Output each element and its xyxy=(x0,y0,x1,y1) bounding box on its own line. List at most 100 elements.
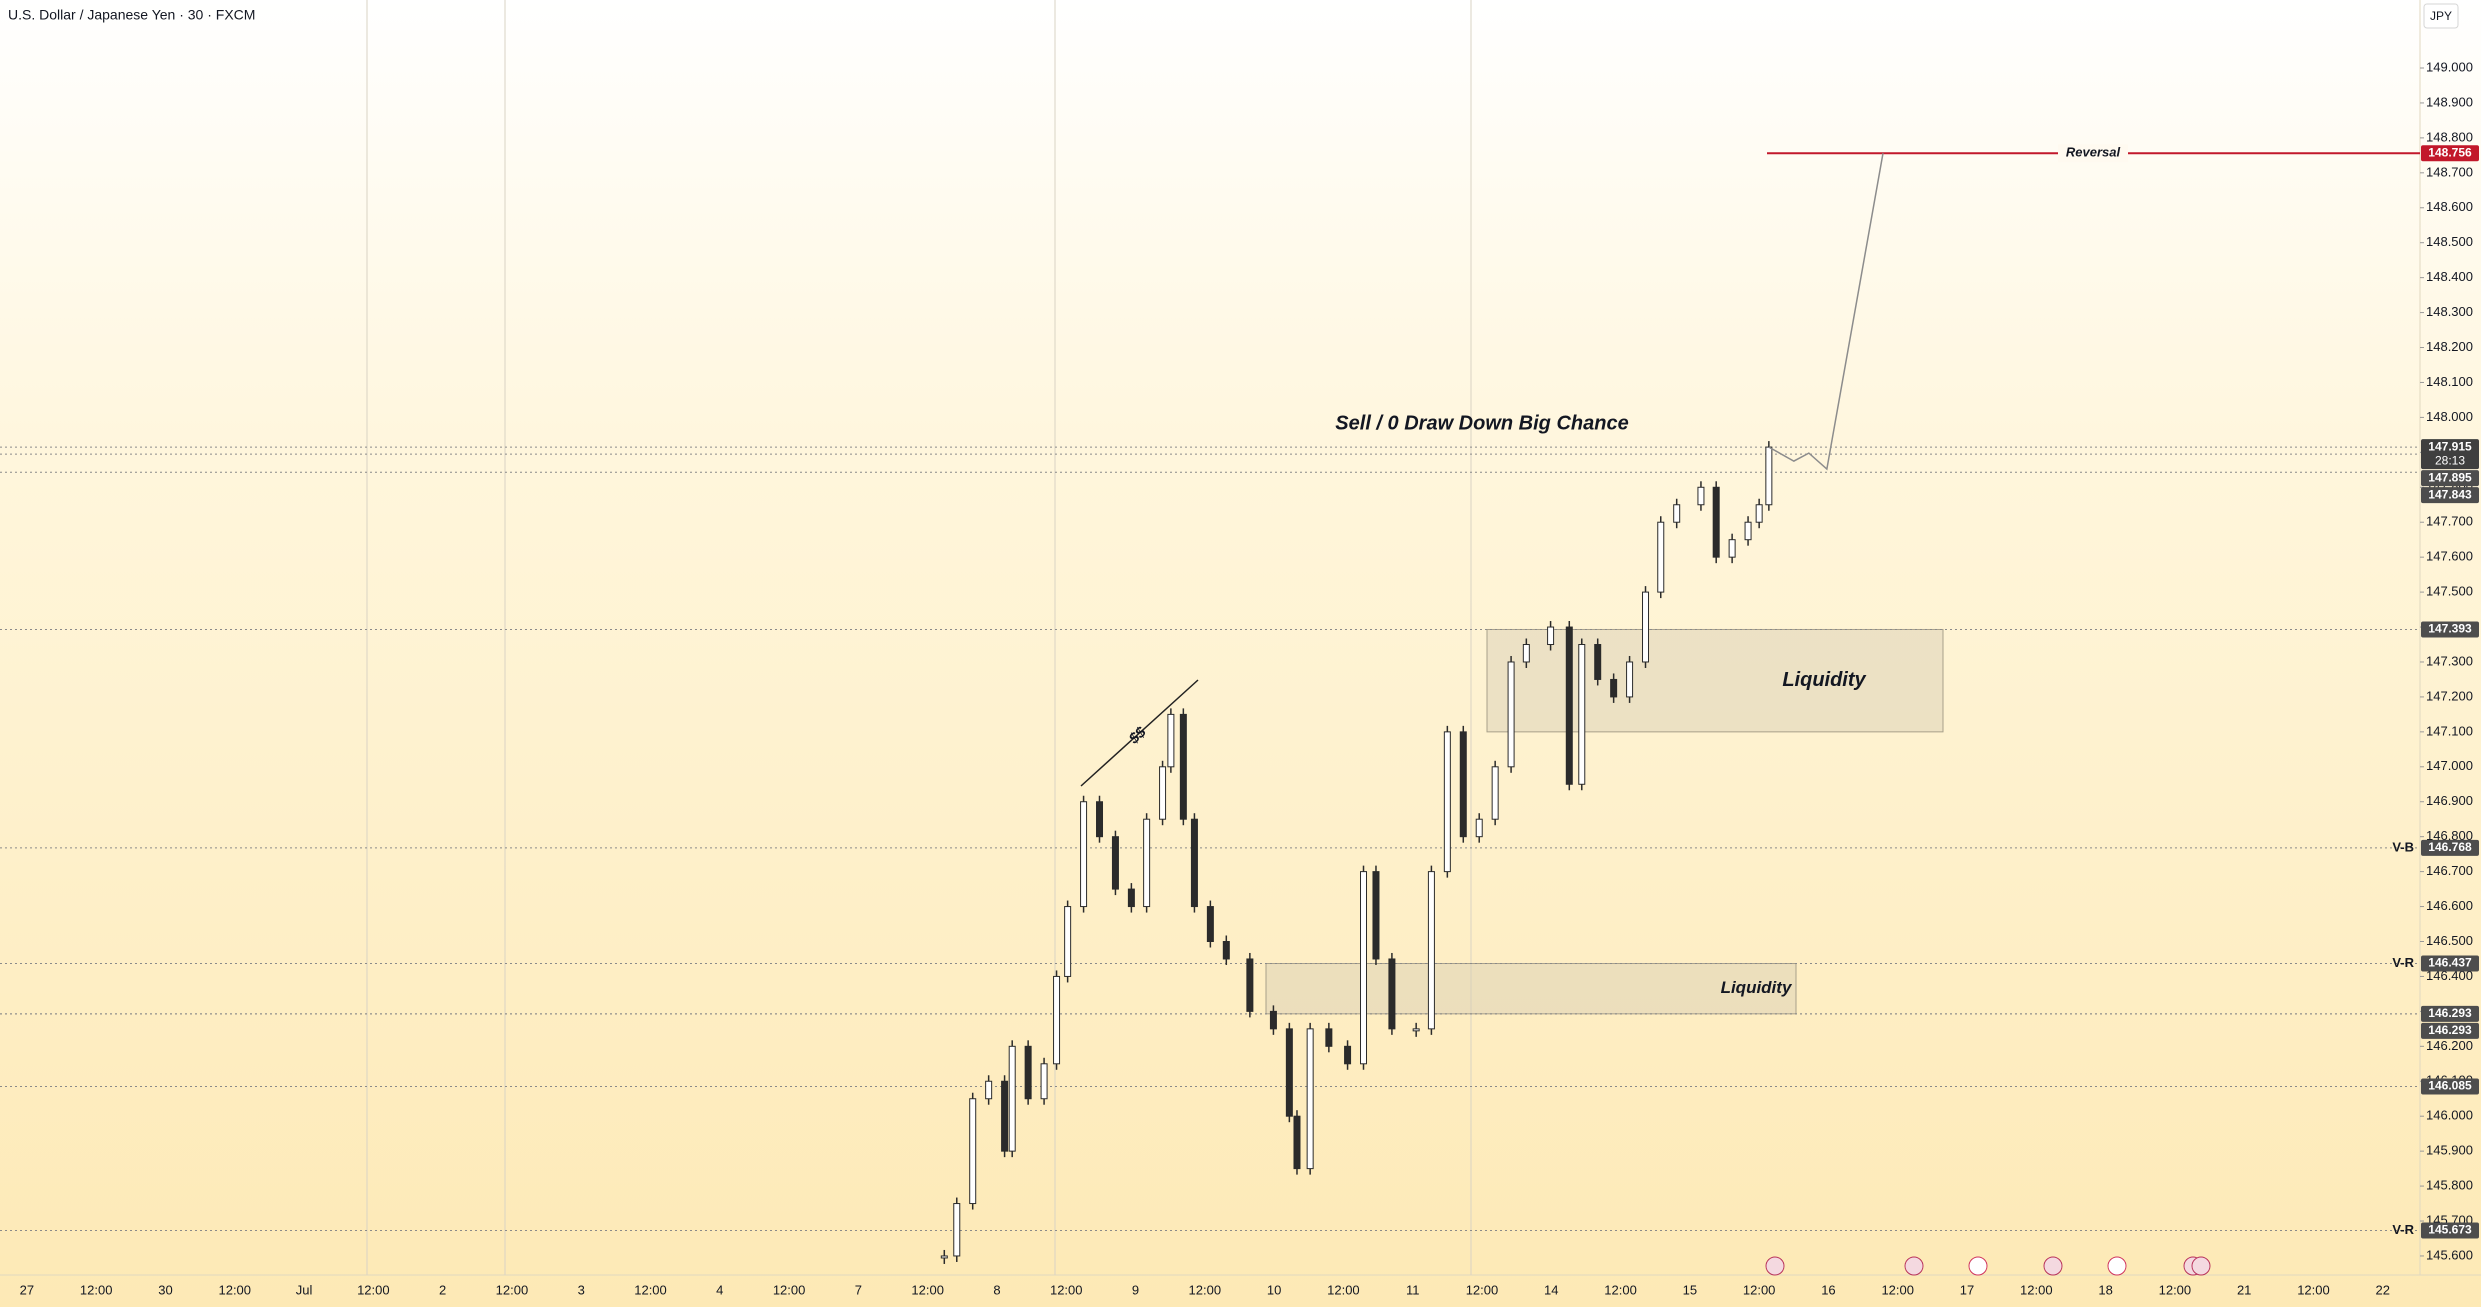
candle xyxy=(1143,818,1151,908)
candle xyxy=(1222,941,1230,960)
candle xyxy=(1626,661,1634,698)
candle xyxy=(1269,1010,1277,1030)
liquidity-zone xyxy=(1486,628,1944,733)
price-tick-label: 145.600 xyxy=(2426,1247,2473,1262)
time-label: 22 xyxy=(2376,1282,2390,1297)
price-tag-label: 147.393 xyxy=(2428,622,2472,636)
candle xyxy=(1443,731,1451,873)
candle xyxy=(985,1080,993,1100)
projection-path xyxy=(1768,153,1884,471)
price-tick-label: 148.900 xyxy=(2426,94,2473,109)
price-tag xyxy=(2421,145,2479,162)
price-tag xyxy=(2421,955,2479,972)
time-label: 12:00 xyxy=(1881,1282,1914,1297)
price-tick-label: 146.800 xyxy=(2426,828,2473,843)
price-tick-label: 146.600 xyxy=(2426,898,2473,913)
candle xyxy=(1293,1115,1301,1170)
price-tag xyxy=(2421,621,2479,638)
time-label: 15 xyxy=(1683,1282,1697,1297)
candle xyxy=(1712,486,1720,558)
candle xyxy=(1610,678,1618,698)
candle xyxy=(1246,958,1254,1012)
candle xyxy=(1565,626,1573,785)
reversal-label-bg xyxy=(2058,144,2128,163)
time-label: 27 xyxy=(20,1282,34,1297)
candle xyxy=(1040,1063,1048,1100)
price-tag-label: 146.085 xyxy=(2428,1079,2472,1093)
candle xyxy=(1744,521,1752,541)
reversal-label: Reversal xyxy=(2066,145,2121,160)
candle xyxy=(1412,1028,1420,1032)
price-tag-label: 147.843 xyxy=(2428,487,2472,501)
time-label: 12:00 xyxy=(2297,1282,2330,1297)
price-tick-label: 147.200 xyxy=(2426,688,2473,703)
price-tick-label: 145.800 xyxy=(2426,1178,2473,1193)
price-tick-label: 145.900 xyxy=(2426,1143,2473,1158)
price-tick-label: 147.100 xyxy=(2426,723,2473,738)
time-label: 12:00 xyxy=(911,1282,944,1297)
candle xyxy=(1765,446,1773,506)
time-label: 12:00 xyxy=(1189,1282,1222,1297)
zone-label: Liquidity xyxy=(1782,669,1866,691)
time-label: 12:00 xyxy=(496,1282,529,1297)
currency: JPY xyxy=(2430,9,2452,23)
time-label: 12:00 xyxy=(773,1282,806,1297)
time-label: 12:00 xyxy=(1604,1282,1637,1297)
currency-box[interactable] xyxy=(2423,3,2459,29)
candle xyxy=(1285,1028,1293,1117)
time-label: 9 xyxy=(1132,1282,1139,1297)
price-tag-label: 145.673 xyxy=(2428,1223,2472,1237)
event-icon[interactable] xyxy=(2191,1256,2211,1276)
price-tick-label: 147.300 xyxy=(2426,653,2473,668)
price-tick-label: 148.700 xyxy=(2426,164,2473,179)
candle xyxy=(1179,713,1187,820)
price-tick-label: 148.000 xyxy=(2426,409,2473,424)
price-tag xyxy=(2421,839,2479,856)
candle xyxy=(1578,644,1586,785)
time-label: 14 xyxy=(1544,1282,1558,1297)
price-tick-label: 148.600 xyxy=(2426,199,2473,214)
price-tick-label: 146.500 xyxy=(2426,933,2473,948)
liquidity-zone xyxy=(1265,963,1797,1015)
candle xyxy=(1111,836,1119,890)
headline-annotation: Sell / 0 Draw Down Big Chance xyxy=(1335,412,1628,434)
candle xyxy=(940,1255,948,1259)
candle xyxy=(1547,626,1555,646)
candle xyxy=(1507,661,1515,768)
price-tag xyxy=(2421,1022,2479,1039)
countdown: 28:13 xyxy=(2435,453,2465,467)
time-label: 7 xyxy=(855,1282,862,1297)
price-tag-label: 146.768 xyxy=(2428,840,2472,854)
price-tick-label: 148.800 xyxy=(2426,129,2473,144)
price-tick-label: 148.500 xyxy=(2426,234,2473,249)
event-icon[interactable] xyxy=(1968,1256,1988,1276)
time-label: 12:00 xyxy=(1743,1282,1776,1297)
time-label: 21 xyxy=(2237,1282,2251,1297)
time-label: 18 xyxy=(2098,1282,2112,1297)
side-label: V-B xyxy=(2392,839,2414,854)
time-label: Jul xyxy=(296,1282,313,1297)
candle xyxy=(1755,504,1763,523)
time-label: 8 xyxy=(993,1282,1000,1297)
event-icon[interactable] xyxy=(2043,1256,2063,1276)
time-label: 17 xyxy=(1960,1282,1974,1297)
candle xyxy=(1673,504,1681,523)
time-label: 16 xyxy=(1821,1282,1835,1297)
candle xyxy=(969,1098,977,1205)
candle xyxy=(1053,975,1061,1065)
price-tick-label: 148.200 xyxy=(2426,339,2473,354)
price-tick-label: 147.000 xyxy=(2426,758,2473,773)
candle xyxy=(1159,766,1167,820)
time-label: 12:00 xyxy=(357,1282,390,1297)
event-icon[interactable] xyxy=(2107,1256,2127,1276)
price-tick-label: 147.600 xyxy=(2426,549,2473,564)
time-label: 12:00 xyxy=(634,1282,667,1297)
price-tick-label: 149.000 xyxy=(2426,59,2473,74)
time-label: 12:00 xyxy=(2020,1282,2053,1297)
event-icon[interactable] xyxy=(1904,1256,1924,1276)
candle xyxy=(1306,1028,1314,1170)
event-icon[interactable] xyxy=(1765,1256,1785,1276)
price-tick-label: 147.700 xyxy=(2426,514,2473,529)
